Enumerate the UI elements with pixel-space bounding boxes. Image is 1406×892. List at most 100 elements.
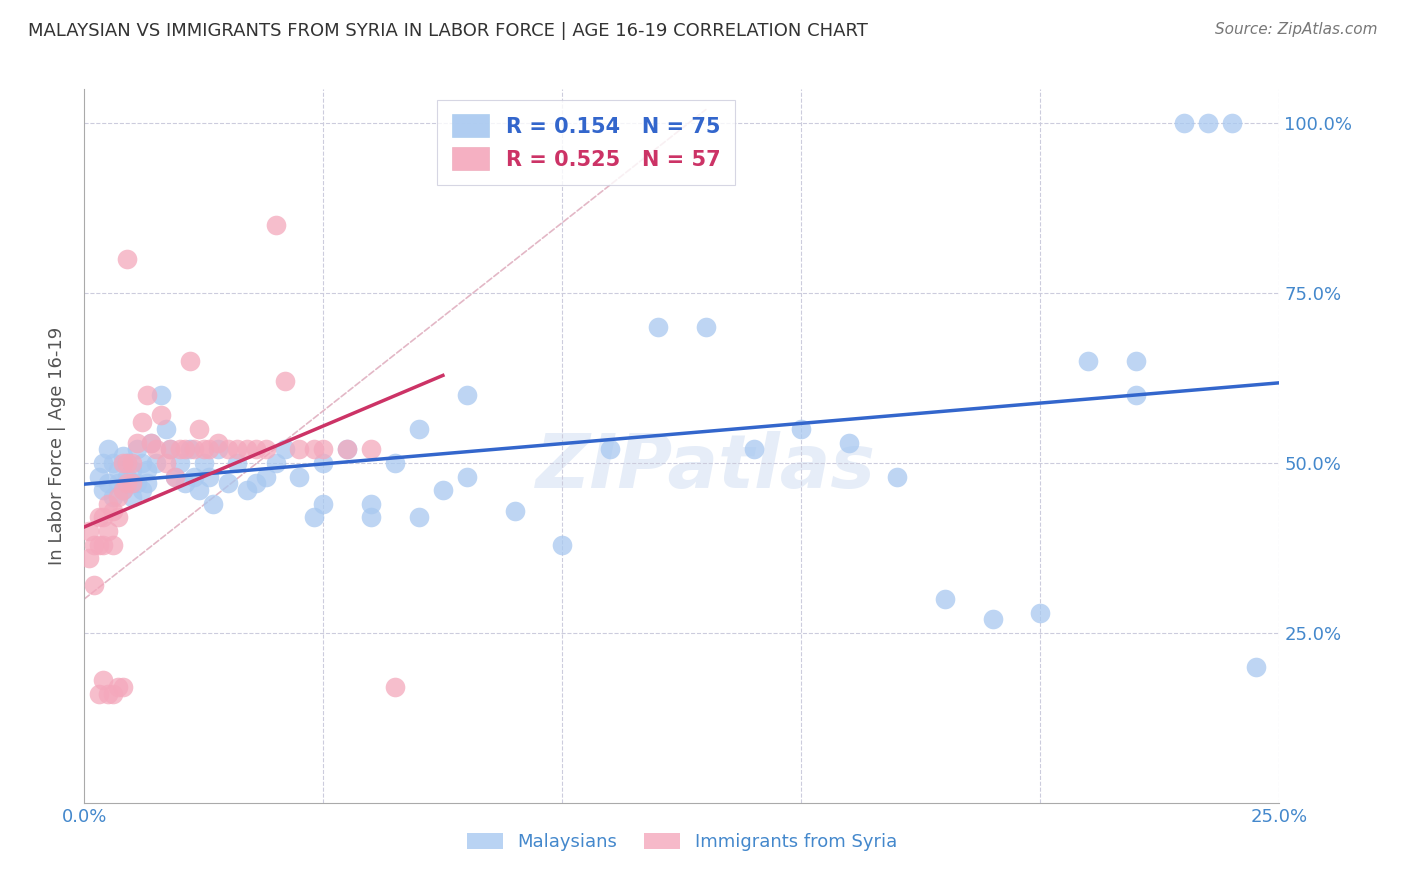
Point	[101, 537, 124, 551]
Point	[173, 442, 195, 457]
Point	[274, 375, 297, 389]
Point	[312, 442, 335, 457]
Point	[107, 490, 129, 504]
Point	[1244, 660, 1267, 674]
Point	[121, 476, 143, 491]
Point	[121, 456, 143, 470]
Point	[155, 456, 177, 470]
Point	[197, 469, 219, 483]
Point	[1197, 116, 1219, 130]
Point	[312, 497, 335, 511]
Point	[107, 476, 129, 491]
Point	[695, 320, 717, 334]
Point	[93, 456, 115, 470]
Point	[981, 612, 1004, 626]
Point	[408, 422, 430, 436]
Point	[101, 687, 124, 701]
Point	[141, 435, 163, 450]
Point	[254, 469, 277, 483]
Point	[254, 442, 277, 457]
Point	[432, 483, 454, 498]
Point	[1125, 388, 1147, 402]
Point	[93, 537, 115, 551]
Point	[111, 449, 134, 463]
Point	[83, 578, 105, 592]
Point	[135, 476, 157, 491]
Point	[97, 497, 120, 511]
Point	[183, 442, 205, 457]
Point	[107, 463, 129, 477]
Point	[97, 442, 120, 457]
Point	[245, 442, 267, 457]
Point	[87, 510, 110, 524]
Point	[117, 456, 139, 470]
Point	[111, 456, 134, 470]
Point	[179, 354, 201, 368]
Point	[93, 510, 115, 524]
Point	[125, 442, 148, 457]
Point	[264, 218, 287, 232]
Text: MALAYSIAN VS IMMIGRANTS FROM SYRIA IN LABOR FORCE | AGE 16-19 CORRELATION CHART: MALAYSIAN VS IMMIGRANTS FROM SYRIA IN LA…	[28, 22, 868, 40]
Point	[202, 497, 225, 511]
Point	[77, 551, 100, 566]
Point	[145, 442, 167, 457]
Point	[141, 435, 163, 450]
Point	[131, 456, 153, 470]
Point	[456, 469, 478, 483]
Point	[188, 422, 211, 436]
Point	[97, 687, 120, 701]
Point	[159, 442, 181, 457]
Point	[117, 469, 139, 483]
Point	[101, 490, 124, 504]
Point	[245, 476, 267, 491]
Point	[107, 680, 129, 694]
Point	[336, 442, 359, 457]
Point	[236, 442, 259, 457]
Point	[599, 442, 621, 457]
Point	[111, 680, 134, 694]
Point	[93, 673, 115, 688]
Point	[742, 442, 765, 457]
Point	[302, 442, 325, 457]
Point	[274, 442, 297, 457]
Point	[886, 469, 908, 483]
Point	[193, 442, 215, 457]
Point	[87, 469, 110, 483]
Point	[97, 524, 120, 538]
Point	[288, 469, 311, 483]
Point	[197, 442, 219, 457]
Point	[312, 456, 335, 470]
Y-axis label: In Labor Force | Age 16-19: In Labor Force | Age 16-19	[48, 326, 66, 566]
Point	[360, 510, 382, 524]
Point	[1220, 116, 1243, 130]
Point	[193, 456, 215, 470]
Point	[145, 456, 167, 470]
Point	[790, 422, 813, 436]
Point	[97, 476, 120, 491]
Point	[934, 591, 956, 606]
Point	[131, 415, 153, 429]
Point	[101, 503, 124, 517]
Text: ZIPatlas: ZIPatlas	[536, 431, 876, 504]
Point	[149, 409, 172, 423]
Point	[135, 463, 157, 477]
Point	[207, 442, 229, 457]
Point	[503, 503, 526, 517]
Point	[173, 476, 195, 491]
Point	[83, 537, 105, 551]
Point	[384, 680, 406, 694]
Point	[408, 510, 430, 524]
Point	[125, 435, 148, 450]
Point	[165, 469, 187, 483]
Point	[188, 483, 211, 498]
Point	[159, 442, 181, 457]
Point	[101, 456, 124, 470]
Point	[125, 476, 148, 491]
Point	[360, 442, 382, 457]
Point	[135, 388, 157, 402]
Point	[111, 483, 134, 498]
Point	[1029, 606, 1052, 620]
Point	[217, 442, 239, 457]
Point	[360, 497, 382, 511]
Point	[77, 524, 100, 538]
